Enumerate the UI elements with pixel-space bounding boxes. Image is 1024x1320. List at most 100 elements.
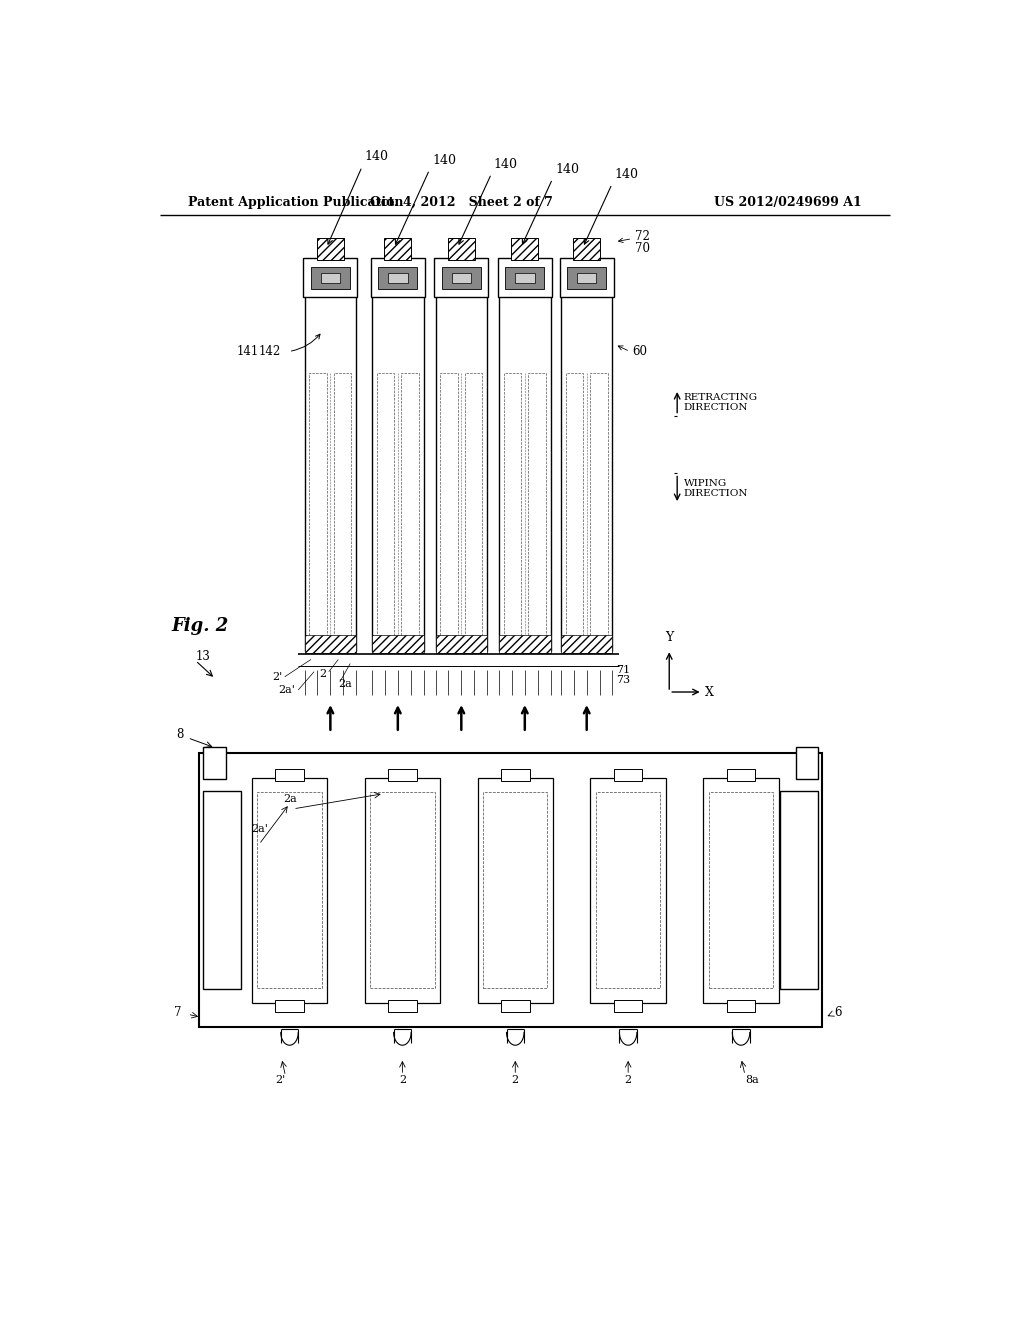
Bar	[304, 285, 356, 651]
Bar	[435, 635, 487, 653]
Bar	[204, 792, 242, 989]
Text: 141: 141	[238, 345, 259, 358]
Text: 140: 140	[432, 153, 456, 166]
Text: 71: 71	[616, 665, 631, 675]
Text: 140: 140	[365, 150, 388, 164]
Bar	[378, 267, 418, 289]
Bar	[401, 374, 419, 636]
Text: US 2012/0249699 A1: US 2012/0249699 A1	[715, 195, 862, 209]
Bar	[561, 285, 612, 651]
Text: Y: Y	[666, 631, 674, 644]
Bar	[567, 267, 606, 289]
Text: 6: 6	[835, 1006, 842, 1019]
Bar	[304, 635, 356, 653]
Bar	[780, 792, 818, 989]
Text: 2: 2	[398, 1076, 406, 1085]
Text: 72: 72	[635, 230, 649, 243]
Bar	[465, 374, 482, 636]
Bar	[204, 747, 225, 779]
Bar	[709, 792, 773, 989]
Text: 140: 140	[494, 157, 518, 170]
Bar	[371, 259, 425, 297]
Bar	[252, 777, 328, 1003]
Text: 2a': 2a'	[279, 685, 295, 694]
Text: 60: 60	[633, 345, 647, 358]
Bar	[528, 374, 546, 636]
Bar	[441, 267, 481, 289]
Bar	[560, 259, 613, 297]
Bar	[797, 747, 818, 779]
Bar	[561, 635, 612, 653]
Bar	[372, 285, 424, 651]
Bar	[727, 999, 756, 1012]
Bar	[501, 999, 529, 1012]
Bar	[499, 635, 551, 653]
Bar	[200, 752, 822, 1027]
Bar	[321, 273, 340, 284]
Text: 70: 70	[635, 243, 649, 255]
Text: 2: 2	[319, 669, 327, 678]
Text: 73: 73	[616, 675, 631, 685]
Bar	[498, 259, 552, 297]
Bar	[309, 374, 327, 636]
Text: WIPING
DIRECTION: WIPING DIRECTION	[684, 479, 748, 499]
Bar	[591, 777, 666, 1003]
Bar	[452, 273, 471, 284]
Bar	[515, 273, 535, 284]
Bar	[613, 999, 642, 1012]
Bar	[613, 768, 642, 780]
Bar	[505, 267, 545, 289]
Text: 2: 2	[625, 1076, 632, 1085]
Text: 2a': 2a'	[251, 824, 268, 834]
Bar	[511, 238, 539, 260]
Text: 140: 140	[555, 162, 579, 176]
Bar	[727, 768, 756, 780]
Bar	[365, 777, 440, 1003]
Text: 2': 2'	[275, 1076, 286, 1085]
Bar	[388, 273, 408, 284]
Text: 2a: 2a	[338, 678, 352, 689]
Text: 2: 2	[512, 1076, 519, 1085]
Bar	[434, 259, 488, 297]
Bar	[371, 792, 434, 989]
Text: 2a: 2a	[283, 793, 297, 804]
Bar	[311, 267, 350, 289]
Text: 13: 13	[196, 649, 210, 663]
Text: Patent Application Publication: Patent Application Publication	[187, 195, 403, 209]
Text: 142: 142	[258, 345, 281, 358]
Bar	[435, 285, 487, 651]
Bar	[440, 374, 458, 636]
Bar	[565, 374, 584, 636]
Bar	[334, 374, 351, 636]
Bar	[590, 374, 607, 636]
Bar	[377, 374, 394, 636]
Bar	[577, 273, 596, 284]
Text: 7: 7	[174, 1006, 182, 1019]
Bar	[499, 285, 551, 651]
Text: 8: 8	[176, 729, 183, 742]
Bar	[388, 999, 417, 1012]
Text: 2': 2'	[272, 672, 283, 681]
Bar	[573, 238, 600, 260]
Bar	[477, 777, 553, 1003]
Bar	[384, 238, 412, 260]
Bar	[257, 792, 322, 989]
Bar	[504, 374, 521, 636]
Text: RETRACTING
DIRECTION: RETRACTING DIRECTION	[684, 392, 758, 412]
Bar	[388, 768, 417, 780]
Bar	[447, 238, 475, 260]
Text: 8a: 8a	[745, 1076, 759, 1085]
Text: X: X	[705, 685, 714, 698]
Bar	[275, 768, 304, 780]
Bar	[501, 768, 529, 780]
Bar	[275, 999, 304, 1012]
Bar	[317, 238, 344, 260]
Bar	[703, 777, 779, 1003]
Text: Oct. 4, 2012   Sheet 2 of 7: Oct. 4, 2012 Sheet 2 of 7	[370, 195, 553, 209]
Bar	[483, 792, 548, 989]
Bar	[596, 792, 660, 989]
Bar	[372, 635, 424, 653]
Text: 140: 140	[614, 168, 639, 181]
Bar	[303, 259, 357, 297]
Text: Fig. 2: Fig. 2	[172, 616, 229, 635]
